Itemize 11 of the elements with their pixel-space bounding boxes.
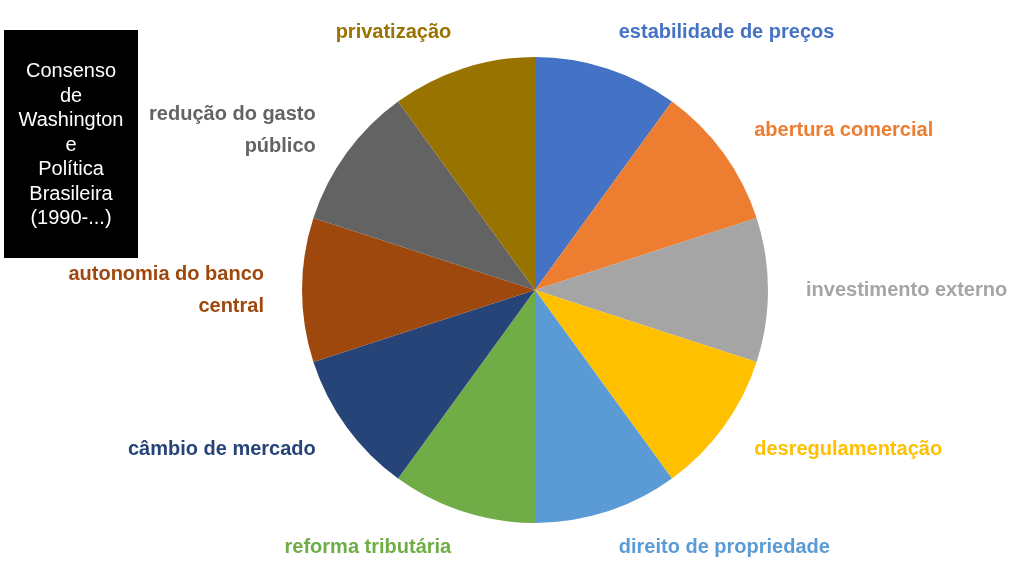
- slice-label: redução do gasto público: [149, 102, 316, 157]
- slice-label: câmbio de mercado: [127, 436, 316, 459]
- text: Consenso de Washington e Política Brasileira (1990-...): [17, 58, 125, 230]
- slice-label: privatização: [335, 19, 452, 42]
- slice-label: estabilidade de preços: [618, 19, 835, 42]
- slice-label: direito de propriedade: [618, 535, 830, 558]
- slice-label: abertura comercial: [754, 118, 934, 141]
- slice-label: investimento externo: [806, 277, 1008, 300]
- slice-label: autonomia do banco central: [68, 261, 264, 316]
- slice-label: desregulamentação: [754, 436, 943, 459]
- slice-label: reforma tributária: [284, 535, 453, 558]
